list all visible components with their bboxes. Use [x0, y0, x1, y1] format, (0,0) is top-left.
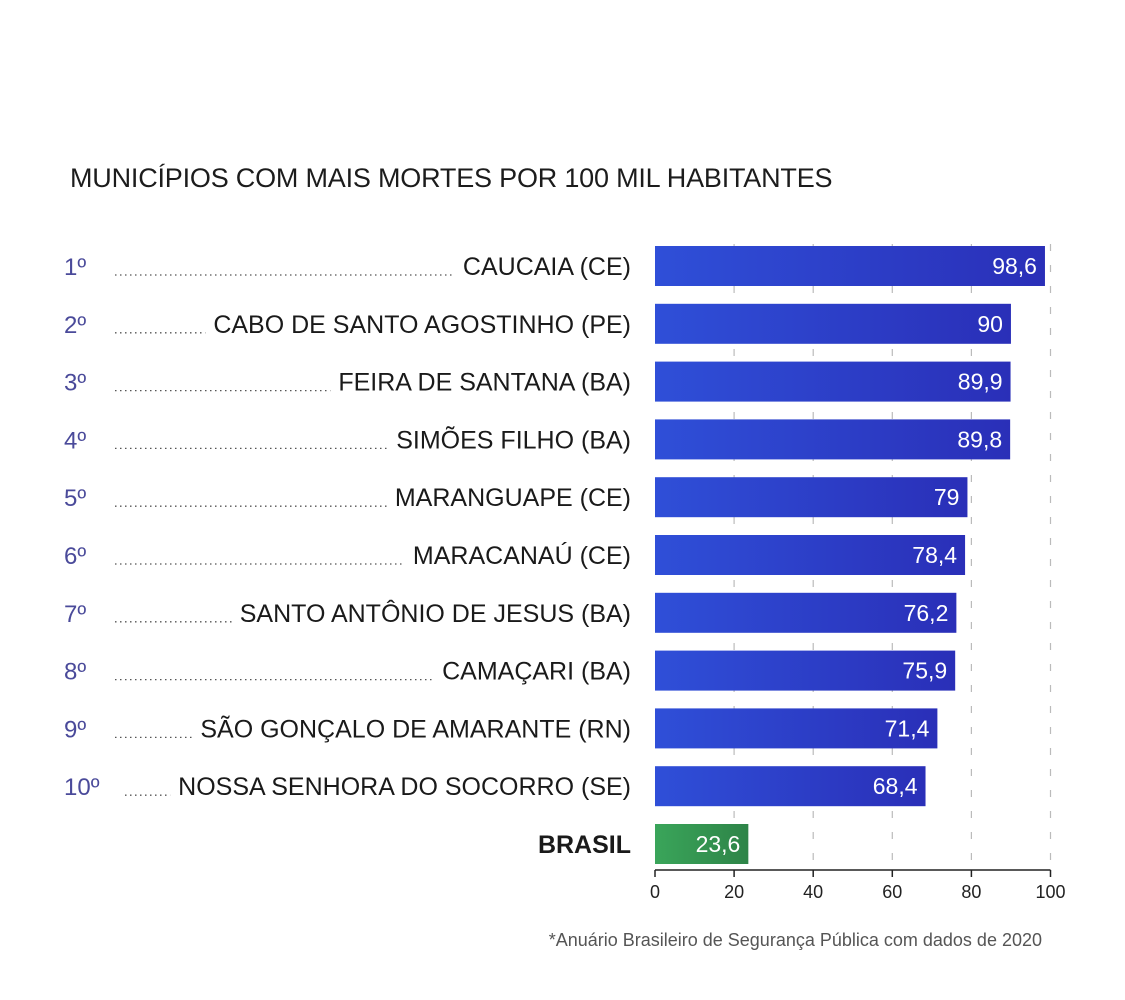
chart-title: MUNICÍPIOS COM MAIS MORTES POR 100 MIL H… [70, 163, 833, 193]
x-axis: 0 20 40 60 80 100 [650, 869, 1066, 902]
category-label: CABO DE SANTO AGOSTINHO (PE) [213, 311, 631, 339]
rank-label: 10º [64, 774, 100, 801]
category-label: SANTO ANTÔNIO DE JESUS (BA) [240, 599, 631, 628]
category-label: SÃO GONÇALO DE AMARANTE (RN) [200, 714, 631, 743]
labels-layer: 98,6 1º CAUCAIA (CE) 90 2º CABO DE SANTO AGOS… [64, 253, 1037, 859]
rank-label: 5º [64, 485, 86, 512]
source-note: *Anuário Brasileiro de Segurança Pública… [548, 930, 1042, 950]
rank-label: 6º [64, 543, 86, 570]
bar [655, 592, 957, 633]
x-tick-label: 0 [650, 882, 660, 902]
category-label: SIMÕES FILHO (BA) [396, 425, 631, 454]
bar [655, 477, 968, 518]
bar [655, 650, 956, 691]
category-label: CAUCAIA (CE) [463, 253, 631, 281]
rank-label: 4º [64, 427, 86, 454]
category-label: BRASIL [538, 831, 631, 859]
x-tick-label: 100 [1035, 882, 1065, 902]
value-label: 89,9 [958, 369, 1003, 395]
category-label: FEIRA DE SANTANA (BA) [338, 369, 631, 397]
x-tick-label: 80 [961, 882, 981, 902]
bar [655, 419, 1011, 460]
bar [655, 361, 1011, 402]
bar [655, 535, 966, 575]
value-label: 71,4 [885, 715, 930, 741]
bar-total [655, 824, 749, 864]
value-label: 78,4 [912, 542, 957, 568]
value-label: 79 [934, 484, 960, 510]
rank-label: 1º [64, 254, 86, 281]
category-label: CAMAÇARI (BA) [442, 658, 631, 686]
rank-label: 8º [64, 659, 86, 686]
value-label: 68,4 [873, 773, 918, 799]
x-tick-label: 20 [724, 882, 744, 902]
bar [655, 303, 1011, 344]
value-label: 98,6 [992, 253, 1037, 279]
value-label: 90 [977, 311, 1003, 337]
category-label: MARANGUAPE (CE) [395, 484, 631, 512]
category-label: NOSSA SENHORA DO SOCORRO (SE) [178, 773, 631, 801]
x-tick-label: 40 [803, 882, 823, 902]
value-label: 75,9 [902, 658, 947, 684]
value-label: 76,2 [904, 600, 949, 626]
value-label: 89,8 [957, 426, 1002, 452]
bar [655, 708, 938, 749]
bar [655, 246, 1045, 286]
bar [655, 766, 926, 807]
rank-label: 7º [64, 601, 86, 628]
rank-label: 2º [64, 312, 86, 339]
x-tick-label: 60 [882, 882, 902, 902]
rank-label: 3º [64, 370, 86, 397]
rank-label: 9º [64, 716, 86, 743]
value-label: 23,6 [696, 831, 741, 857]
bars-layer [655, 246, 1045, 864]
category-label: MARACANAÚ (CE) [413, 541, 631, 570]
